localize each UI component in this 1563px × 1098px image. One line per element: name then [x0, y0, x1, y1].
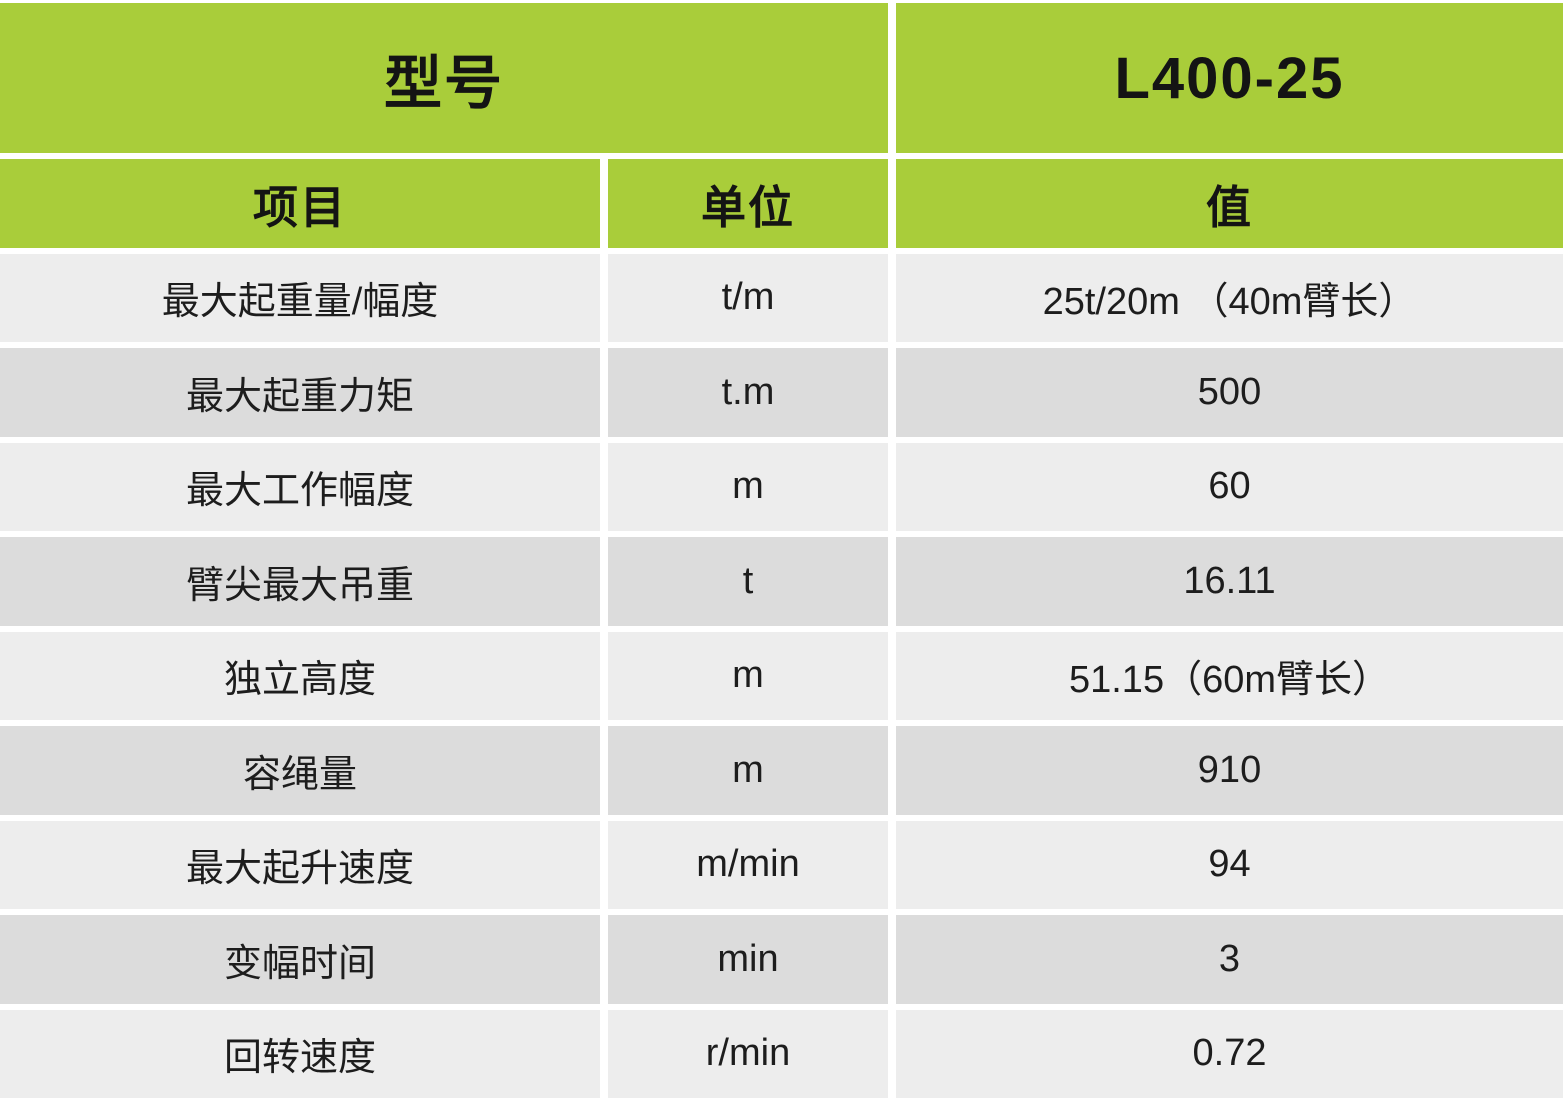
column-header-unit: 单位	[608, 159, 888, 248]
row-item-cell: 变幅时间	[0, 915, 600, 1004]
model-value-cell: L400-25	[896, 3, 1563, 153]
row-value-cell: 500	[896, 348, 1563, 437]
row-unit-cell: min	[608, 915, 888, 1004]
row-item-cell: 最大起重量/幅度	[0, 253, 600, 342]
model-label-cell: 型号	[0, 3, 888, 153]
row-item-cell: 回转速度	[0, 1009, 600, 1098]
row-item-cell: 容绳量	[0, 726, 600, 815]
row-value-cell: 0.72	[896, 1009, 1563, 1098]
row-item-cell: 最大起升速度	[0, 820, 600, 909]
row-item-cell: 最大起重力矩	[0, 348, 600, 437]
row-unit-cell: r/min	[608, 1009, 888, 1098]
row-unit-cell: m	[608, 631, 888, 720]
row-item-cell: 臂尖最大吊重	[0, 537, 600, 626]
row-unit-cell: m	[608, 726, 888, 815]
row-unit-cell: m/min	[608, 820, 888, 909]
row-unit-cell: m	[608, 442, 888, 531]
row-value-cell: 25t/20m （40m臂长）	[896, 253, 1563, 342]
row-unit-cell: t	[608, 537, 888, 626]
row-value-cell: 3	[896, 915, 1563, 1004]
row-value-cell: 910	[896, 726, 1563, 815]
column-header-item: 项目	[0, 159, 600, 248]
row-value-cell: 60	[896, 442, 1563, 531]
row-item-cell: 独立高度	[0, 631, 600, 720]
row-unit-cell: t.m	[608, 348, 888, 437]
column-header-value: 值	[896, 159, 1563, 248]
row-value-cell: 16.11	[896, 537, 1563, 626]
row-value-cell: 51.15（60m臂长）	[896, 631, 1563, 720]
row-unit-cell: t/m	[608, 253, 888, 342]
row-value-cell: 94	[896, 820, 1563, 909]
row-item-cell: 最大工作幅度	[0, 442, 600, 531]
